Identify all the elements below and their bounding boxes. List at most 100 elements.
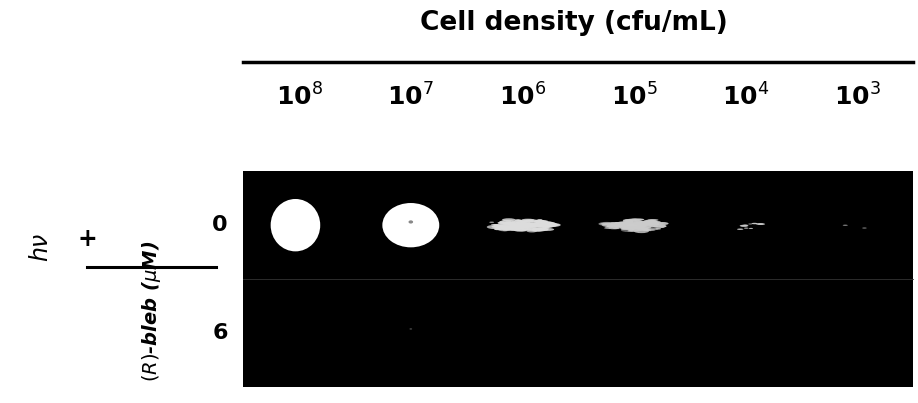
Ellipse shape: [635, 224, 648, 227]
Ellipse shape: [538, 226, 544, 227]
Ellipse shape: [633, 225, 644, 227]
Ellipse shape: [513, 222, 520, 223]
Ellipse shape: [614, 226, 621, 227]
Ellipse shape: [625, 222, 631, 223]
Ellipse shape: [493, 224, 499, 225]
Ellipse shape: [519, 225, 531, 227]
Ellipse shape: [523, 224, 536, 226]
Ellipse shape: [548, 225, 554, 226]
Ellipse shape: [532, 223, 539, 225]
Ellipse shape: [644, 221, 655, 224]
Text: $h\nu$: $h\nu$: [29, 232, 53, 262]
Ellipse shape: [616, 224, 624, 226]
Text: 10$^{6}$: 10$^{6}$: [499, 83, 546, 110]
Ellipse shape: [506, 225, 510, 226]
Ellipse shape: [519, 225, 525, 226]
Ellipse shape: [525, 224, 535, 226]
Ellipse shape: [623, 222, 637, 225]
Ellipse shape: [621, 222, 633, 224]
Ellipse shape: [631, 218, 644, 220]
Ellipse shape: [635, 222, 648, 224]
Ellipse shape: [535, 228, 543, 229]
Ellipse shape: [626, 220, 641, 222]
Ellipse shape: [637, 224, 644, 226]
Ellipse shape: [620, 224, 629, 226]
Ellipse shape: [494, 229, 501, 230]
Ellipse shape: [533, 220, 545, 223]
Ellipse shape: [621, 226, 638, 230]
Ellipse shape: [623, 222, 639, 225]
Ellipse shape: [539, 224, 547, 225]
Ellipse shape: [532, 229, 543, 231]
Ellipse shape: [521, 228, 533, 230]
Ellipse shape: [531, 225, 540, 227]
Ellipse shape: [527, 222, 537, 225]
Ellipse shape: [491, 225, 506, 228]
Ellipse shape: [527, 223, 541, 226]
Ellipse shape: [550, 222, 556, 224]
Ellipse shape: [503, 225, 517, 228]
Ellipse shape: [633, 223, 639, 225]
Ellipse shape: [521, 228, 530, 230]
Ellipse shape: [517, 224, 523, 226]
Ellipse shape: [638, 222, 646, 224]
Ellipse shape: [538, 224, 547, 226]
Ellipse shape: [542, 224, 556, 226]
Ellipse shape: [527, 224, 541, 227]
Ellipse shape: [515, 219, 520, 220]
Ellipse shape: [638, 220, 643, 221]
Ellipse shape: [628, 229, 642, 231]
Ellipse shape: [644, 222, 659, 226]
Ellipse shape: [627, 229, 634, 231]
Ellipse shape: [493, 226, 501, 227]
Ellipse shape: [521, 225, 533, 228]
Ellipse shape: [537, 225, 542, 226]
Ellipse shape: [624, 225, 635, 228]
Ellipse shape: [633, 225, 641, 226]
Ellipse shape: [517, 229, 532, 231]
Ellipse shape: [542, 228, 554, 231]
Ellipse shape: [516, 226, 525, 229]
Ellipse shape: [527, 230, 537, 233]
Ellipse shape: [494, 225, 506, 228]
Ellipse shape: [655, 228, 661, 230]
Ellipse shape: [533, 225, 547, 227]
Ellipse shape: [632, 223, 639, 225]
Ellipse shape: [508, 223, 524, 226]
Ellipse shape: [520, 224, 533, 227]
Ellipse shape: [519, 225, 532, 228]
Ellipse shape: [638, 226, 646, 227]
Ellipse shape: [628, 224, 640, 227]
Ellipse shape: [631, 225, 639, 226]
Ellipse shape: [623, 226, 635, 229]
Ellipse shape: [521, 225, 537, 229]
Ellipse shape: [540, 222, 547, 224]
Ellipse shape: [542, 222, 552, 224]
Ellipse shape: [629, 224, 640, 226]
Ellipse shape: [521, 226, 528, 228]
Ellipse shape: [621, 223, 634, 225]
Ellipse shape: [646, 220, 656, 222]
Ellipse shape: [654, 225, 666, 228]
Ellipse shape: [409, 220, 413, 224]
Ellipse shape: [521, 225, 527, 226]
Ellipse shape: [543, 226, 554, 227]
Ellipse shape: [614, 223, 621, 225]
Text: 10$^{7}$: 10$^{7}$: [387, 83, 434, 110]
Ellipse shape: [622, 227, 630, 229]
Ellipse shape: [499, 221, 504, 222]
Ellipse shape: [644, 222, 655, 224]
Ellipse shape: [624, 222, 633, 224]
Ellipse shape: [513, 224, 519, 226]
Ellipse shape: [523, 229, 529, 230]
Ellipse shape: [497, 226, 513, 230]
Ellipse shape: [644, 223, 652, 225]
Text: 10$^{4}$: 10$^{4}$: [722, 83, 769, 110]
Ellipse shape: [628, 223, 633, 224]
Ellipse shape: [509, 227, 524, 231]
Ellipse shape: [624, 225, 636, 228]
Ellipse shape: [642, 229, 649, 231]
Ellipse shape: [509, 224, 524, 228]
Ellipse shape: [602, 223, 618, 227]
Ellipse shape: [529, 221, 533, 222]
